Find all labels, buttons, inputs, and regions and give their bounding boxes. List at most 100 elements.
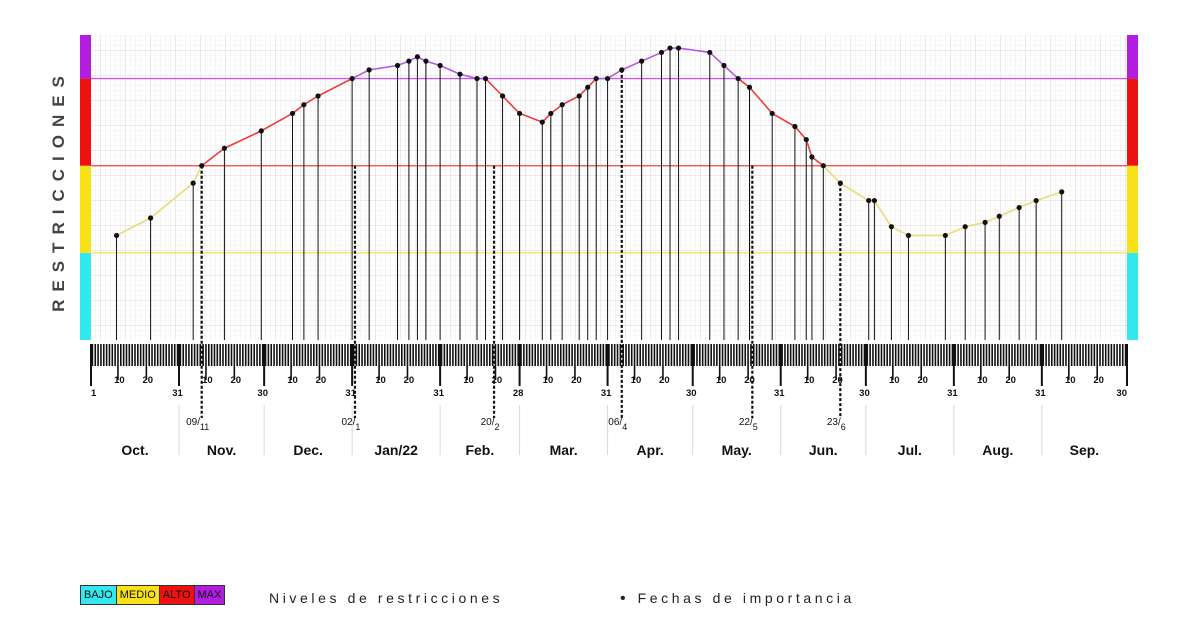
- tick-label: 31: [601, 388, 612, 399]
- line-segment: [484, 78, 504, 97]
- line-segment: [945, 225, 966, 237]
- line-segment: [224, 130, 262, 150]
- tick-labels: 1 10 20 31 10 20 30 10 20 31 10 20 31 10 20 28 10 20 31 10 2…: [91, 375, 1127, 399]
- tick-label: 20: [1005, 375, 1016, 386]
- line-segment: [561, 95, 580, 106]
- data-point: [423, 58, 429, 64]
- tick-label: 31: [433, 388, 444, 399]
- tick-label: 10: [977, 375, 988, 386]
- key-date-label: 20/2: [481, 417, 500, 432]
- data-point: [667, 45, 673, 51]
- tick-label: 30: [686, 388, 697, 399]
- data-point: [366, 67, 372, 73]
- tick-label: 10: [804, 375, 815, 386]
- tick-label: 20: [404, 375, 415, 386]
- legend-key-dates: • Fechas de importancia: [620, 590, 855, 608]
- key-date-labels: 09/11 02/1 20/2 06/4 22/5 23/6: [186, 417, 846, 432]
- tick-label: 10: [287, 375, 298, 386]
- line-segment: [150, 182, 194, 219]
- tick-label: 20: [571, 375, 582, 386]
- key-date-label: 22/5: [739, 417, 758, 432]
- data-point: [499, 93, 506, 99]
- line-segment: [891, 226, 909, 237]
- data-point: [996, 213, 1002, 219]
- data-point: [639, 58, 645, 64]
- data-point: [866, 197, 872, 204]
- data-point: [707, 49, 713, 56]
- tick-label: 20: [1093, 375, 1104, 386]
- data-point: [406, 58, 412, 64]
- dot-icon: •: [620, 590, 626, 607]
- data-point: [888, 224, 895, 230]
- level-scale-bars: [80, 35, 1138, 340]
- month-label: Nov.: [207, 442, 236, 458]
- tick-label: 20: [492, 375, 503, 386]
- tick-label: 20: [142, 375, 153, 386]
- tick-label: 30: [859, 388, 870, 399]
- line-segment: [709, 51, 725, 67]
- key-date-label: 09/11: [186, 417, 209, 432]
- line-segment: [192, 165, 203, 184]
- month-label: Apr.: [637, 442, 664, 458]
- data-point: [809, 154, 815, 160]
- tick-label: 10: [463, 375, 474, 386]
- month-label: Dec.: [293, 442, 323, 458]
- month-labels: Oct. Nov. Dec. Jan/22 Feb. Mar. Apr. May. Jun. Ju…: [121, 442, 1099, 458]
- tick-label: 20: [230, 375, 241, 386]
- data-point: [721, 62, 727, 69]
- tick-label: 20: [659, 375, 670, 386]
- data-point: [516, 110, 523, 117]
- data-point: [871, 197, 877, 204]
- line-segment: [351, 69, 370, 80]
- data-point: [437, 62, 443, 69]
- data-point: [301, 102, 307, 108]
- data-point: [746, 84, 753, 90]
- month-dividers: [178, 405, 1043, 455]
- legend-max: MAX: [193, 585, 226, 605]
- data-point: [593, 75, 599, 82]
- line-segment: [201, 147, 225, 167]
- data-point: [735, 75, 741, 82]
- tick-label: 31: [1035, 388, 1046, 399]
- legend-alto: ALTO: [158, 585, 195, 605]
- legend-medio: MEDIO: [115, 585, 160, 605]
- line-segment: [369, 64, 398, 71]
- data-point: [315, 93, 321, 99]
- data-point: [190, 180, 196, 186]
- line-segment: [1018, 199, 1037, 209]
- month-label: Sep.: [1070, 442, 1100, 458]
- line-segment: [822, 165, 841, 184]
- data-point: [559, 102, 565, 108]
- data-point: [1033, 197, 1039, 204]
- tick-label: 31: [345, 388, 356, 399]
- line-segment: [260, 112, 293, 132]
- data-point: [394, 62, 401, 69]
- line-segment: [839, 182, 870, 202]
- data-point: [258, 128, 264, 134]
- tick-label: 28: [513, 388, 524, 399]
- line-segment: [303, 95, 319, 106]
- level-bar-left: [80, 35, 91, 79]
- data-point: [113, 232, 120, 239]
- level-bar-left: [80, 78, 91, 166]
- data-point: [837, 180, 843, 186]
- month-label: May.: [722, 442, 752, 458]
- tick-label: 10: [1065, 375, 1076, 386]
- tick-label: 10: [375, 375, 386, 386]
- data-point: [289, 110, 296, 117]
- tick-label: 10: [716, 375, 727, 386]
- y-axis-label: RESTRICCIONES: [49, 68, 69, 312]
- data-point: [576, 93, 582, 99]
- data-point: [1016, 204, 1022, 211]
- data-point: [942, 232, 948, 239]
- data-point: [675, 45, 682, 51]
- line-segment: [459, 73, 478, 80]
- tick-label: 20: [316, 375, 327, 386]
- line-segment: [678, 47, 710, 54]
- line-segment: [439, 64, 461, 75]
- tick-label: 20: [832, 375, 843, 386]
- tick-label: 10: [889, 375, 900, 386]
- data-point: [349, 75, 355, 82]
- level-bar-left: [80, 165, 91, 253]
- line-segment: [998, 206, 1020, 217]
